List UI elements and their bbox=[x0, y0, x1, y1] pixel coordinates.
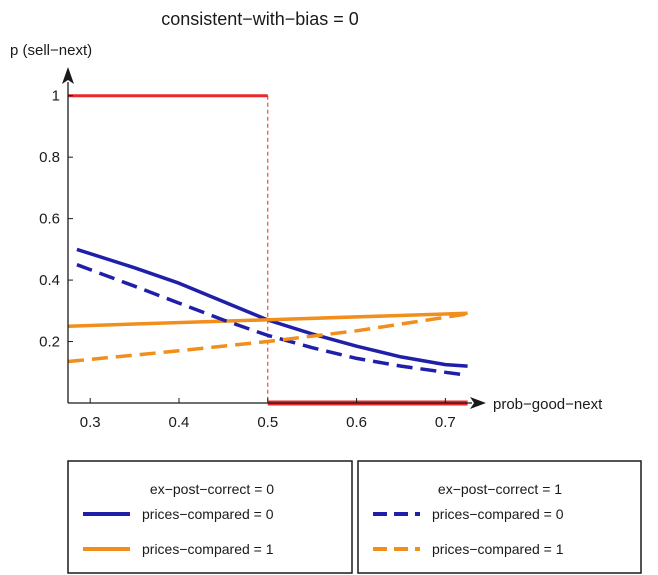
chart-title: consistent−with−bias = 0 bbox=[161, 9, 359, 29]
legend-2-title: ex−post−correct = 1 bbox=[438, 481, 562, 497]
x-tick-label: 0.4 bbox=[169, 414, 190, 431]
x-tick-label: 0.5 bbox=[257, 414, 278, 431]
legend-1-item-2-label: prices−compared = 1 bbox=[142, 541, 274, 557]
series-line-3 bbox=[76, 263, 468, 378]
y-tick-label: 0.8 bbox=[39, 149, 60, 166]
legend-2-item-1-label: prices−compared = 0 bbox=[432, 506, 564, 522]
x-tick-label: 0.3 bbox=[80, 414, 101, 431]
y-ticks: 0.2 0.4 0.6 0.8 1 bbox=[39, 88, 73, 351]
x-axis-arrow bbox=[470, 397, 486, 409]
y-axis-label: p (sell−next) bbox=[10, 42, 92, 59]
y-tick-label: 1 bbox=[52, 88, 60, 105]
plot-area bbox=[67, 94, 468, 406]
y-tick-label: 0.2 bbox=[39, 334, 60, 351]
legend-box-1 bbox=[67, 460, 353, 574]
x-tick-label: 0.6 bbox=[346, 414, 367, 431]
series-line-2 bbox=[67, 311, 468, 328]
legend: ex−post−correct = 0 prices−compared = 0 … bbox=[67, 460, 642, 574]
y-tick-label: 0.6 bbox=[39, 211, 60, 228]
x-tick-label: 0.7 bbox=[435, 414, 456, 431]
y-axis-arrow bbox=[62, 67, 74, 84]
legend-1-item-1-label: prices−compared = 0 bbox=[142, 506, 274, 522]
legend-box-2 bbox=[357, 460, 642, 574]
series-line-4 bbox=[67, 312, 468, 364]
x-ticks: 0.3 0.4 0.5 0.6 0.7 bbox=[80, 398, 456, 431]
legend-1-title: ex−post−correct = 0 bbox=[150, 481, 274, 497]
series-line-1 bbox=[76, 247, 468, 368]
legend-2-item-2-label: prices−compared = 1 bbox=[432, 541, 564, 557]
x-axis-label: prob−good−next bbox=[493, 396, 603, 413]
y-tick-label: 0.4 bbox=[39, 272, 60, 289]
